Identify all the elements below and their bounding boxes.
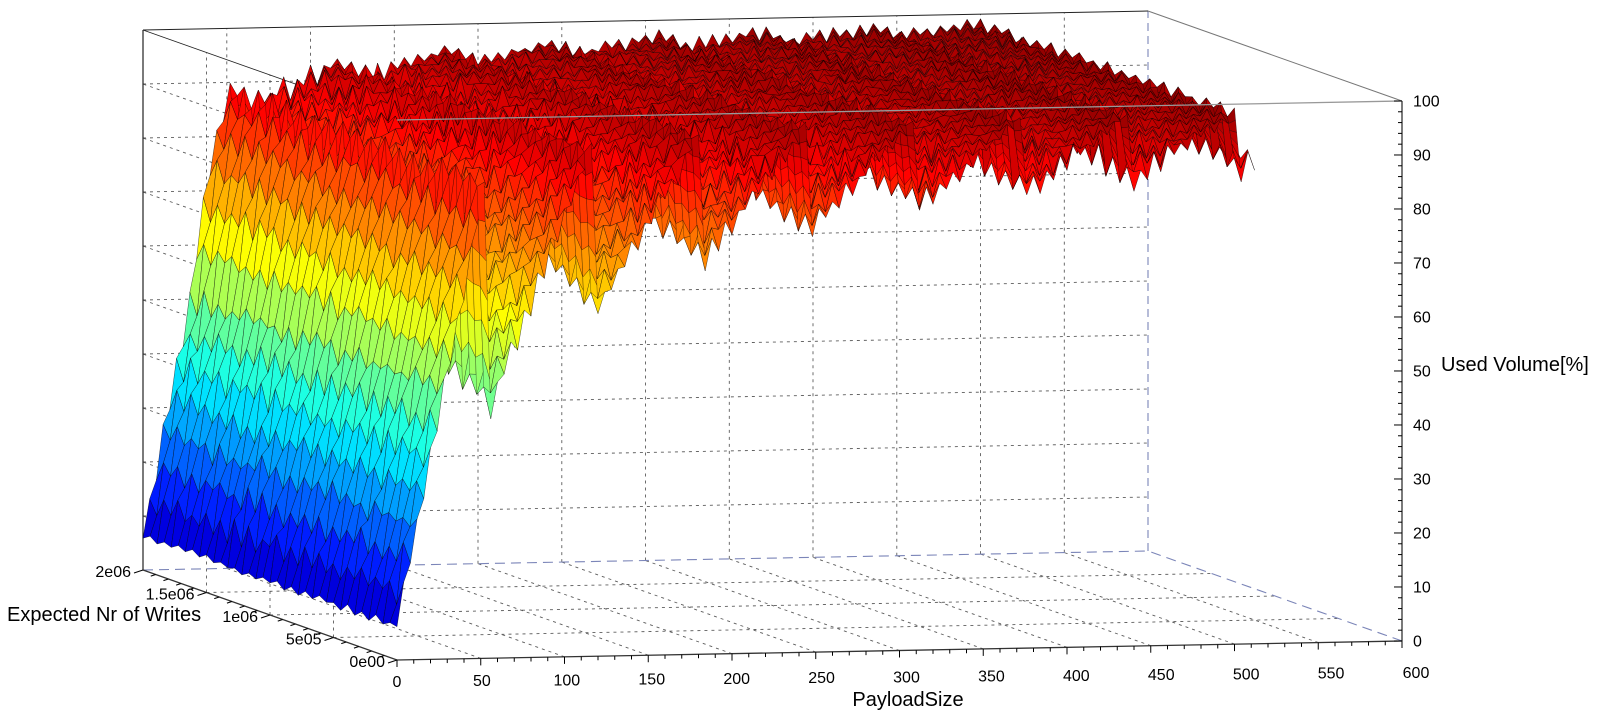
x-axis-label: PayloadSize	[852, 689, 964, 711]
tick-label: 450	[1148, 667, 1175, 684]
tick-label: 0e00	[349, 654, 385, 671]
tick-label: 2e06	[95, 564, 131, 581]
tick-label: 10	[1413, 579, 1431, 596]
tick-label: 30	[1413, 471, 1431, 488]
tick-label: 250	[808, 670, 835, 687]
tick-label: 400	[1063, 668, 1090, 685]
tick-label: 300	[893, 669, 920, 686]
front-box-edges	[396, 10, 1403, 121]
tick-label: 50	[1413, 363, 1431, 380]
tick-label: 90	[1413, 147, 1431, 164]
tick-label: 50	[473, 673, 491, 690]
tick-label: 550	[1318, 666, 1345, 683]
z-axis-label: Used Volume[%]	[1441, 354, 1589, 376]
surface-mesh	[142, 18, 1255, 627]
axes: 0 50 100 150 200 250 300 350 400 450 500 550 6000e00…	[95, 93, 1439, 691]
tick-label: 0	[393, 674, 402, 691]
tick-label: 500	[1233, 666, 1260, 683]
tick-label: 200	[723, 671, 750, 688]
tick-label: 80	[1413, 201, 1431, 218]
tick-label: 600	[1403, 665, 1430, 682]
tick-label: 40	[1413, 417, 1431, 434]
y-axis-label: Expected Nr of Writes	[7, 604, 202, 626]
tick-label: 150	[638, 672, 665, 689]
tick-label: 5e05	[286, 632, 322, 649]
tick-label: 1.5e06	[146, 587, 195, 604]
tick-label: 350	[978, 669, 1005, 686]
tick-label: 70	[1413, 255, 1431, 272]
tick-label: 60	[1413, 309, 1431, 326]
tick-label: 0	[1413, 633, 1422, 650]
tick-label: 100	[553, 672, 580, 689]
tick-label: 20	[1413, 525, 1431, 542]
tick-label: 100	[1413, 93, 1440, 110]
tick-label: 1e06	[222, 609, 258, 626]
